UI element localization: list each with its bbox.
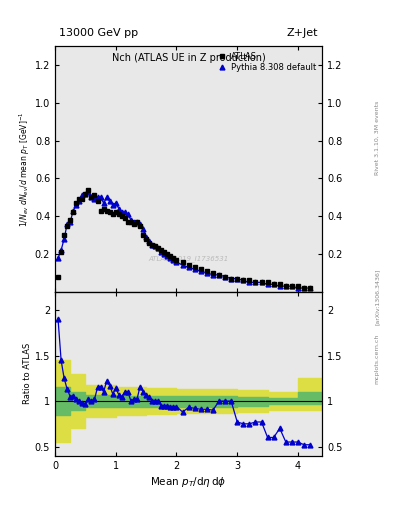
ATLAS (71, 209, 75, 216)
ATLAS (171, 255, 176, 261)
ATLAS (308, 285, 312, 291)
Text: [arXiv:1306.3436]: [arXiv:1306.3436] (375, 269, 380, 325)
Line: Pythia 8.308 default: Pythia 8.308 default (56, 189, 312, 290)
Text: 13000 GeV pp: 13000 GeV pp (59, 28, 138, 38)
Y-axis label: $1/N_{ev}\ dN_{ev}/d\ \mathrm{mean}\ p_T\ [\mathrm{GeV}]^{-1}$: $1/N_{ev}\ dN_{ev}/d\ \mathrm{mean}\ p_T… (18, 111, 32, 227)
Pythia 8.308 default (296, 285, 300, 291)
Text: Z+Jet: Z+Jet (287, 28, 318, 38)
ATLAS (95, 198, 100, 204)
ATLAS (302, 285, 307, 291)
Legend: ATLAS, Pythia 8.308 default: ATLAS, Pythia 8.308 default (214, 50, 318, 74)
ATLAS (107, 209, 112, 216)
Pythia 8.308 default (107, 198, 112, 204)
Pythia 8.308 default (95, 194, 100, 200)
ATLAS (150, 242, 154, 248)
ATLAS (56, 273, 61, 280)
Pythia 8.308 default (86, 188, 91, 195)
Pythia 8.308 default (150, 242, 154, 248)
Text: mcplots.cern.ch: mcplots.cern.ch (375, 333, 380, 383)
Text: Nch (ATLAS UE in Z production): Nch (ATLAS UE in Z production) (112, 53, 266, 63)
ATLAS (265, 280, 270, 286)
Text: Rivet 3.1.10, 3M events: Rivet 3.1.10, 3M events (375, 101, 380, 176)
Pythia 8.308 default (265, 281, 270, 287)
Y-axis label: Ratio to ATLAS: Ratio to ATLAS (23, 343, 32, 404)
Line: ATLAS: ATLAS (56, 187, 312, 290)
ATLAS (86, 187, 91, 193)
Pythia 8.308 default (56, 255, 61, 261)
Pythia 8.308 default (171, 257, 176, 263)
Text: ATLAS_2019_I1736531: ATLAS_2019_I1736531 (149, 255, 229, 262)
Pythia 8.308 default (308, 285, 312, 291)
X-axis label: Mean $p_T/\mathrm{d}\eta\,\mathrm{d}\phi$: Mean $p_T/\mathrm{d}\eta\,\mathrm{d}\phi… (151, 475, 227, 489)
Pythia 8.308 default (71, 207, 75, 214)
